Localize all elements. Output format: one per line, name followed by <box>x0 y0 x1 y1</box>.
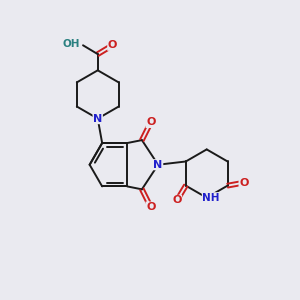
Text: O: O <box>172 195 182 205</box>
Text: N: N <box>154 160 163 170</box>
Text: O: O <box>146 117 155 128</box>
Text: O: O <box>108 40 117 50</box>
Text: NH: NH <box>202 193 220 203</box>
Text: OH: OH <box>63 39 80 49</box>
Text: O: O <box>239 178 248 188</box>
Text: N: N <box>93 114 102 124</box>
Text: O: O <box>146 202 155 212</box>
